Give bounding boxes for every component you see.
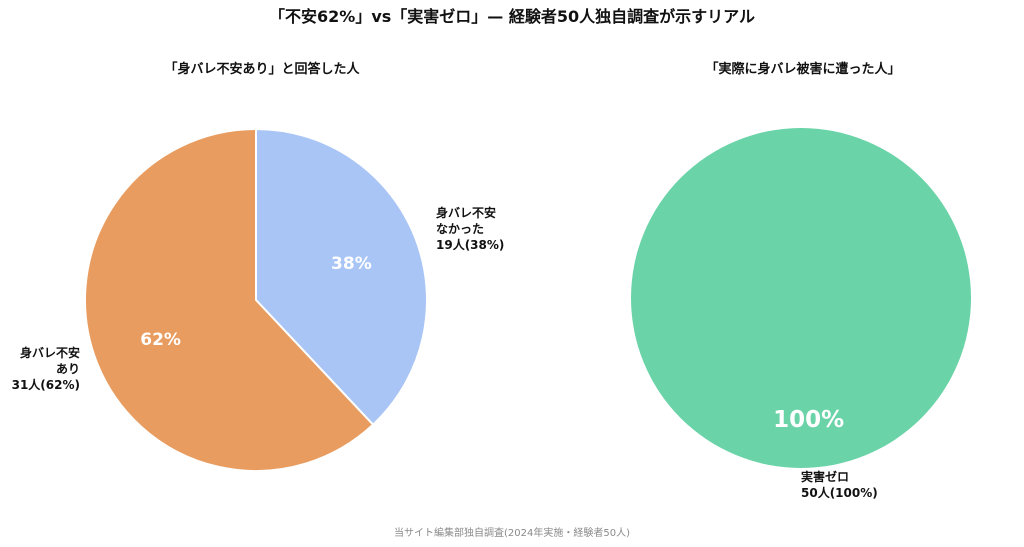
pie-percent-label-zero_damage: 100%	[773, 407, 844, 433]
pie-slice-label-line: 19人(38%)	[436, 237, 504, 252]
pie-slice-label-line: 身バレ不安	[20, 345, 80, 360]
chart-main-title: 「不安62%」vs「実害ゼロ」— 経験者50人独自調査が示すリアル	[269, 7, 755, 26]
right-pie-chart: 100% 実害ゼロ 50人(100%)	[631, 128, 971, 500]
left-chart-title: 「身バレ不安あり」と回答した人	[164, 61, 360, 77]
pie-slice-worry	[84, 127, 375, 472]
left-pie-chart: 38%身バレ不安なかった 19人(38%)62%身バレ不安あり 31人(62%)	[12, 127, 504, 472]
pie-slice-label-line: 実害ゼロ	[801, 469, 849, 484]
pie-slice-label-no_worry: 身バレ不安なかった 19人(38%)	[436, 205, 504, 252]
pie-slice-label-line: あり	[56, 362, 80, 376]
pie-slice-label-line: 50人(100%)	[801, 485, 878, 500]
pie-slice-label-zero_damage: 実害ゼロ 50人(100%)	[801, 469, 878, 500]
pie-slice-label-line: なかった	[436, 222, 484, 236]
pie-slice-zero_damage	[631, 128, 971, 468]
pie-slice-label-worry: 身バレ不安あり 31人(62%)	[12, 345, 80, 392]
pie-percent-label-no_worry: 38%	[331, 254, 372, 274]
source-note: 当サイト編集部独自調査(2024年実施・経験者50人)	[394, 526, 630, 539]
pie-percent-label-worry: 62%	[140, 330, 181, 350]
right-chart-title: 「実際に身バレ被害に遭った人」	[705, 61, 900, 77]
pie-slice-no_worry	[255, 127, 429, 427]
pie-slice-label-line: 31人(62%)	[12, 377, 80, 392]
pie-slice-label-line: 身バレ不安	[436, 205, 496, 220]
